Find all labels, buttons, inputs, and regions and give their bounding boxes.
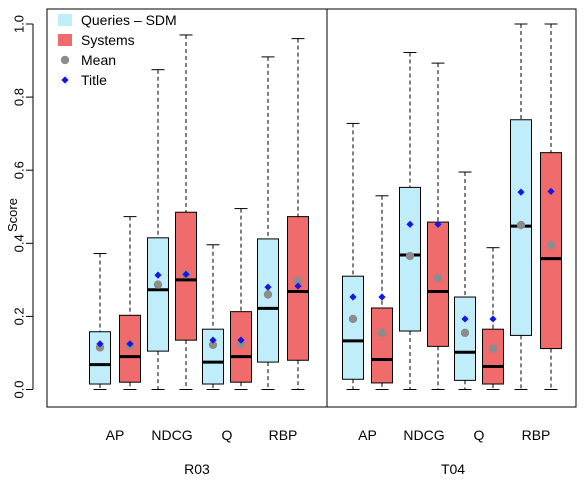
panel-r03 <box>89 34 309 390</box>
title-point <box>378 293 386 301</box>
box-r03-rbp-queries <box>257 56 279 390</box>
box-r03-ndcg-systems <box>175 34 197 390</box>
title-point <box>294 282 302 290</box>
iqr-box <box>371 307 393 384</box>
iqr-box <box>89 331 111 385</box>
metric-label: NDCG <box>403 427 444 443</box>
legend-label: Title <box>81 72 107 88</box>
y-axis: 0.0 0.2 0.4 0.6 0.8 1.0 <box>12 15 34 399</box>
box-r03-ndcg-queries <box>147 69 169 390</box>
legend-swatch <box>58 14 72 26</box>
legend: Queries – SDM Systems Mean Title <box>58 12 177 88</box>
legend-item: Mean <box>60 52 116 68</box>
box-t04-ndcg-queries <box>399 52 421 390</box>
box-t04-q-systems <box>482 247 504 390</box>
title-point <box>182 270 190 278</box>
panel-t04 <box>342 23 562 390</box>
box-r03-rbp-systems <box>287 38 309 390</box>
mean-point <box>546 240 556 250</box>
box-r03-q-queries <box>202 244 224 390</box>
metric-label: RBP <box>269 427 298 443</box>
box-r03-ap-systems <box>119 216 141 390</box>
title-point <box>237 336 245 344</box>
panel-label: T04 <box>441 461 465 477</box>
mean-point <box>293 276 303 285</box>
metric-label: AP <box>106 427 125 443</box>
iqr-box <box>202 328 224 385</box>
mean-point <box>516 220 526 230</box>
mean-point <box>488 344 498 353</box>
iqr-box <box>540 152 562 350</box>
legend-item: Queries – SDM <box>58 12 177 28</box>
mean-point <box>348 314 358 324</box>
title-point <box>126 340 134 348</box>
mean-point <box>153 280 163 289</box>
metric-label: Q <box>474 427 485 443</box>
title-point <box>96 340 104 348</box>
iqr-box <box>427 221 449 347</box>
title-point <box>406 220 414 228</box>
mean-point <box>208 340 218 350</box>
title-point <box>264 283 272 291</box>
title-point <box>517 188 525 196</box>
mean-point <box>377 328 387 338</box>
y-tick-label: 0.4 <box>12 234 27 252</box>
iqr-box <box>342 275 364 380</box>
panel-label: R03 <box>184 461 210 477</box>
iqr-box <box>482 328 504 385</box>
mean-point <box>236 339 246 349</box>
box-r03-q-systems <box>230 208 252 390</box>
y-tick-label: 0.2 <box>12 307 27 325</box>
legend-item: Title <box>61 72 107 88</box>
box-t04-rbp-queries <box>510 23 532 390</box>
y-tick-label: 1.0 <box>12 15 27 33</box>
y-tick-label: 0.8 <box>12 88 27 106</box>
mean-point <box>405 251 415 261</box>
mean-point <box>433 273 443 283</box>
title-point <box>547 187 555 195</box>
box-r03-ap-queries <box>89 253 111 390</box>
legend-title-marker <box>61 76 69 84</box>
metric-label: Q <box>222 427 233 443</box>
y-axis-title: Score <box>5 198 20 232</box>
metric-label: AP <box>358 427 377 443</box>
legend-label: Queries – SDM <box>81 12 177 28</box>
metric-label: NDCG <box>151 427 192 443</box>
iqr-box <box>257 238 279 363</box>
legend-label: Mean <box>81 52 116 68</box>
title-point <box>434 220 442 228</box>
metric-label: RBP <box>522 427 551 443</box>
iqr-box <box>147 237 169 352</box>
title-point <box>154 271 162 279</box>
box-t04-ap-queries <box>342 122 364 390</box>
title-point <box>489 315 497 323</box>
legend-mean-marker <box>60 55 70 65</box>
plot-panels <box>46 8 577 408</box>
box-t04-ap-systems <box>371 195 393 390</box>
plot-frame <box>46 8 577 408</box>
y-tick-label: 0.0 <box>12 380 27 398</box>
mean-point <box>460 328 470 338</box>
title-point <box>349 293 357 301</box>
y-tick-label: 0.6 <box>12 161 27 179</box>
title-point <box>461 315 469 323</box>
legend-swatch <box>58 34 72 46</box>
box-t04-rbp-systems <box>540 23 562 390</box>
iqr-box <box>454 296 476 381</box>
x-axis: AP NDCG Q RBP R03 AP NDCG Q RBP T04 <box>106 427 551 477</box>
mean-point <box>263 290 273 299</box>
box-t04-q-queries <box>454 171 476 390</box>
legend-item: Systems <box>58 32 135 48</box>
box-t04-ndcg-systems <box>427 62 449 390</box>
legend-label: Systems <box>81 32 135 48</box>
mean-point <box>95 343 105 352</box>
title-point <box>209 336 217 344</box>
